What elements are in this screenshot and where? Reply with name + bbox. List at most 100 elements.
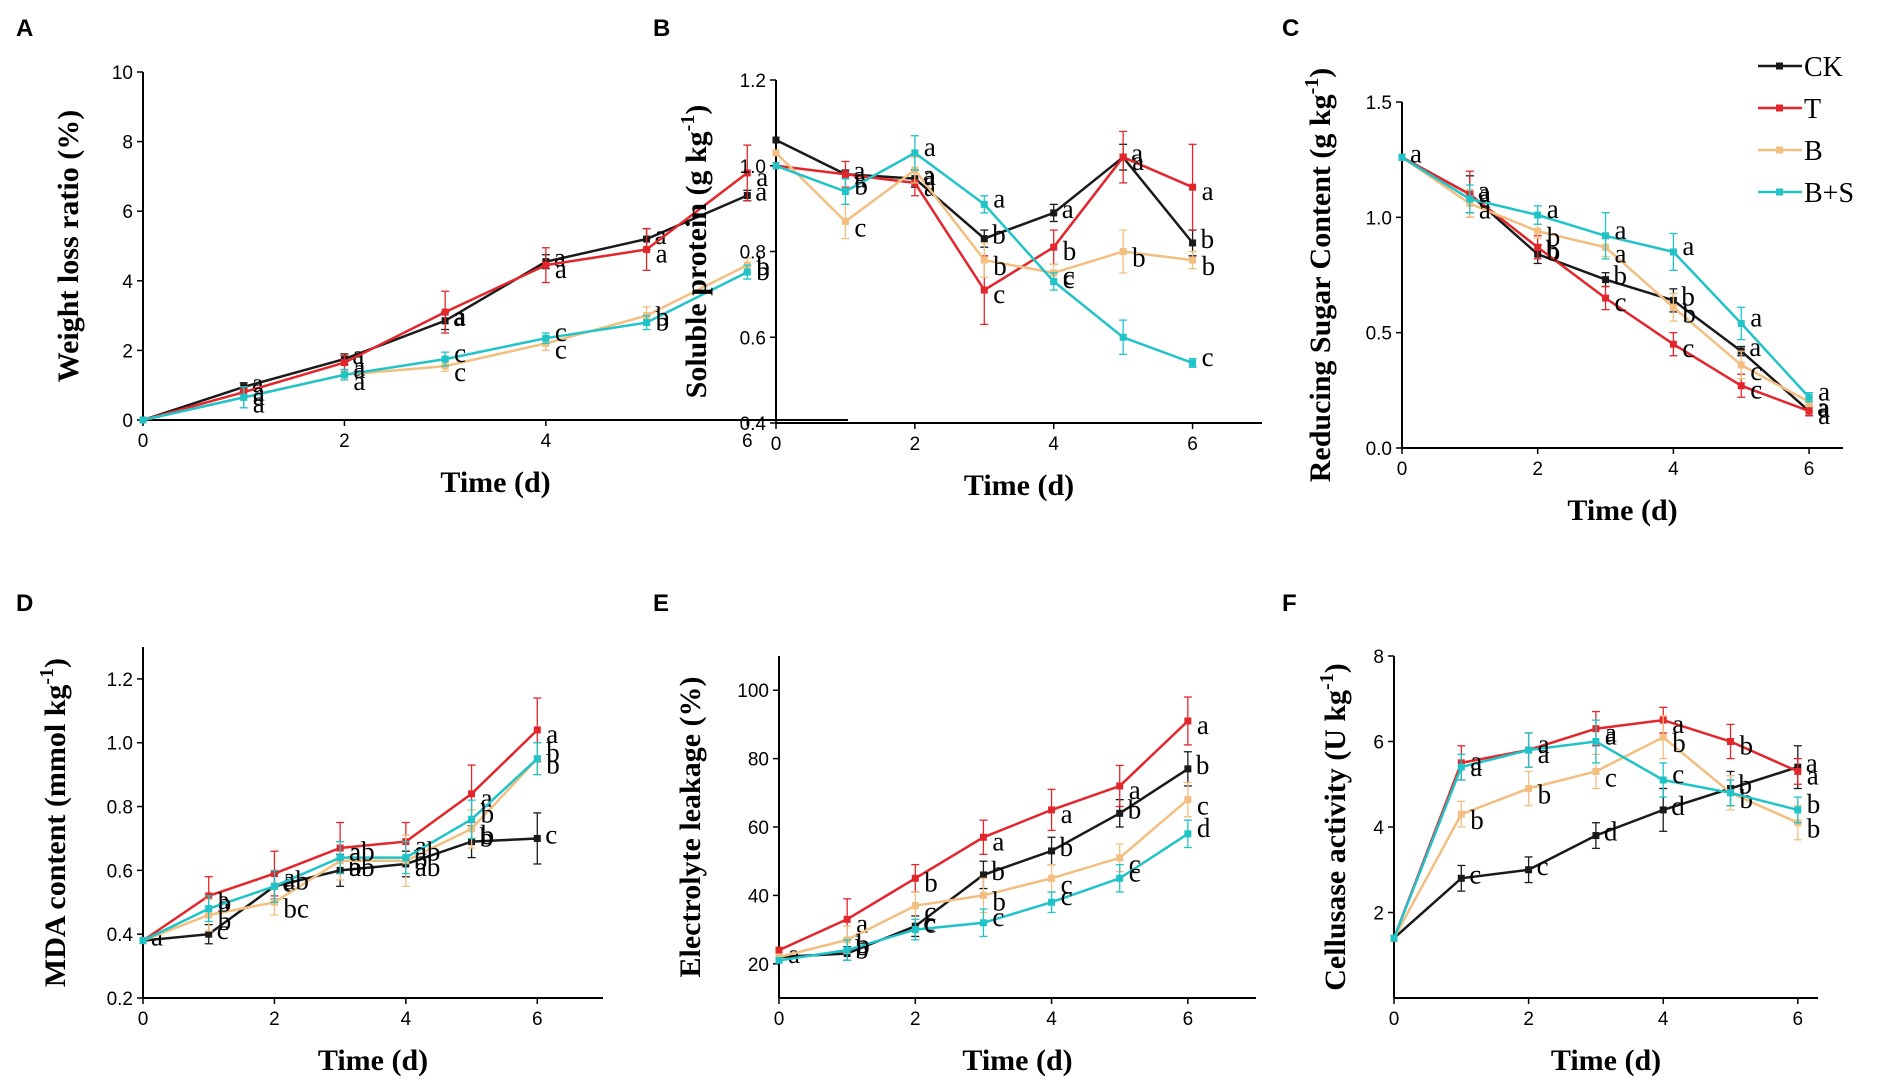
significance-letter: b: [218, 888, 232, 918]
y-tick-label: 0.6: [107, 861, 133, 882]
y-axis-title-close: ): [680, 105, 713, 115]
significance-letter: b: [756, 256, 770, 286]
data-point: [533, 755, 541, 763]
data-point: [1457, 810, 1465, 818]
data-point: [1669, 340, 1677, 348]
x-tick-label: 0: [1397, 459, 1408, 480]
data-point: [841, 217, 849, 225]
data-point: [139, 937, 147, 945]
significance-letter: a: [349, 837, 361, 867]
x-tick-label: 4: [1048, 434, 1059, 455]
data-point: [643, 319, 651, 327]
x-tick-label: 4: [1658, 1009, 1669, 1030]
significance-letter: c: [1672, 759, 1684, 789]
significance-letter: c: [1061, 869, 1073, 899]
y-axis-title-text: Soluble protein (g kg: [680, 131, 713, 398]
significance-letter: c: [1605, 762, 1617, 792]
significance-letter: c: [282, 867, 294, 897]
y-axis-title-text: Cellusase activity (U kg: [1319, 690, 1352, 991]
y-axis-title-exponent: -1: [677, 115, 699, 132]
significance-letter: c: [924, 909, 936, 939]
significance-letter: c: [1750, 356, 1762, 386]
data-point: [1119, 248, 1127, 255]
data-point: [979, 891, 987, 899]
y-tick-label: 1.0: [107, 734, 133, 755]
y-tick-label: 2: [1373, 904, 1384, 925]
y-axis-title: Electrolyte leakage (%): [674, 676, 707, 977]
data-point: [1805, 393, 1813, 401]
x-tick-label: 0: [1389, 1009, 1400, 1030]
data-point: [1390, 934, 1398, 942]
significance-letter: a: [1605, 721, 1617, 751]
data-point: [979, 871, 987, 879]
data-point: [1189, 183, 1197, 191]
significance-letter: b: [1807, 814, 1821, 844]
legend-item-t: T: [1758, 94, 1821, 125]
significance-letter: b: [1547, 236, 1561, 266]
data-point: [1116, 874, 1124, 882]
data-point: [1119, 153, 1127, 161]
significance-letter: a: [1605, 718, 1617, 748]
significance-letter: a: [1470, 746, 1482, 776]
significance-letter: b: [546, 750, 560, 780]
data-point: [911, 149, 919, 157]
data-point: [1398, 153, 1406, 161]
data-point: [1534, 243, 1542, 251]
y-tick-label: 40: [748, 886, 769, 907]
significance-letter: a: [1538, 729, 1550, 759]
x-tick-label: 6: [1187, 434, 1198, 455]
y-tick-label: 1.5: [1366, 93, 1392, 114]
data-point: [139, 416, 147, 424]
significance-letter: a: [554, 243, 566, 273]
data-point: [441, 308, 449, 316]
significance-letter: b: [756, 251, 770, 281]
data-point: [1525, 866, 1533, 874]
data-point: [270, 882, 278, 890]
y-axis-title: Reducing Sugar Content (g kg-1): [1301, 68, 1337, 483]
significance-letter: c: [555, 317, 567, 347]
significance-letter: a: [546, 719, 558, 749]
data-point: [980, 200, 988, 208]
data-point: [1794, 767, 1802, 775]
x-tick-label: 6: [742, 431, 753, 452]
y-tick-label: 80: [748, 750, 769, 771]
x-tick-label: 2: [910, 434, 921, 455]
significance-letter: b: [481, 798, 495, 828]
significance-letter: c: [545, 819, 557, 849]
chart-panel-e: E 0 2 4 6 20 40 60 80 100 Time (d) Electrolyte leak…: [653, 590, 1256, 1077]
significance-letter: a: [1479, 178, 1491, 208]
data-point: [979, 833, 987, 841]
x-tick-label: 6: [1183, 1009, 1194, 1030]
significance-letter: a: [453, 302, 465, 332]
data-point: [468, 790, 476, 798]
data-point: [1457, 763, 1465, 771]
data-point: [240, 393, 248, 401]
data-point: [336, 854, 344, 862]
significance-letter: ab: [415, 852, 440, 882]
significance-letter: b: [1132, 243, 1146, 273]
legend-label: T: [1804, 94, 1821, 125]
chart-panel-f: F 0 2 4 6 2 4 6 8 Time (d) Cellusase activity (U k…: [1282, 590, 1820, 1077]
data-point: [1184, 796, 1192, 804]
y-tick-label: 0.8: [740, 243, 766, 264]
panel-label: E: [653, 590, 669, 617]
significance-letter: a: [454, 301, 466, 331]
significance-letter: a: [1818, 393, 1830, 423]
y-tick-label: 0.0: [1366, 439, 1392, 460]
y-tick-label: 20: [748, 955, 769, 976]
y-tick-label: 4: [1373, 818, 1384, 839]
significance-letter: b: [1681, 281, 1695, 311]
y-tick-label: 1.2: [740, 71, 766, 92]
data-point: [980, 235, 988, 243]
panel-label: D: [16, 590, 33, 617]
data-point: [1592, 767, 1600, 775]
significance-letter: c: [217, 915, 229, 945]
y-axis-title: Weight loss ratio (%): [52, 110, 85, 382]
x-tick-label: 2: [339, 431, 350, 452]
significance-letter: b: [1672, 728, 1686, 758]
significance-letter: a: [1806, 748, 1818, 778]
significance-letter: a: [1682, 231, 1694, 261]
